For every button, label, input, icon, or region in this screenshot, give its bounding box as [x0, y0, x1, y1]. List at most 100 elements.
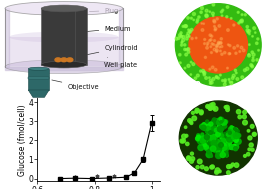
Point — [181, 25, 185, 28]
Point — [214, 147, 219, 150]
Point — [225, 108, 230, 111]
Point — [207, 125, 211, 129]
Point — [203, 141, 207, 144]
Point — [225, 67, 230, 70]
Point — [202, 71, 207, 74]
Point — [197, 136, 201, 139]
Point — [237, 134, 241, 137]
Point — [247, 30, 251, 33]
Ellipse shape — [41, 61, 87, 68]
Point — [234, 134, 238, 137]
Point — [213, 135, 217, 138]
Point — [214, 128, 218, 131]
Point — [230, 81, 234, 84]
Point — [216, 146, 220, 149]
Point — [209, 132, 213, 135]
Point — [253, 31, 257, 34]
Point — [206, 105, 211, 108]
Point — [206, 124, 210, 127]
Point — [186, 64, 191, 67]
Point — [233, 147, 238, 150]
Point — [250, 125, 254, 128]
Point — [183, 25, 187, 28]
Point — [183, 43, 187, 46]
Point — [180, 40, 184, 43]
Point — [176, 37, 181, 40]
Point — [196, 137, 200, 140]
Point — [220, 14, 224, 17]
Point — [230, 77, 235, 80]
Point — [211, 147, 215, 150]
Point — [179, 44, 184, 47]
Point — [214, 171, 219, 174]
Point — [195, 109, 199, 112]
Point — [225, 154, 229, 157]
Point — [218, 149, 223, 152]
Point — [200, 29, 205, 32]
Point — [189, 73, 193, 76]
Point — [229, 82, 234, 85]
Point — [202, 123, 206, 126]
Point — [230, 132, 234, 136]
Point — [215, 129, 219, 132]
Point — [186, 48, 190, 51]
Point — [243, 13, 248, 16]
Point — [225, 5, 230, 9]
Point — [235, 130, 239, 133]
Point — [209, 124, 214, 127]
Text: Well plate: Well plate — [104, 57, 138, 67]
Point — [221, 9, 225, 12]
Point — [205, 46, 209, 49]
Point — [207, 150, 211, 153]
Point — [221, 135, 225, 138]
Point — [216, 128, 220, 131]
Point — [205, 135, 210, 138]
Point — [112, 174, 117, 177]
Point — [223, 83, 227, 86]
Point — [227, 138, 231, 141]
Point — [228, 143, 232, 146]
Point — [188, 30, 192, 33]
Point — [218, 147, 222, 150]
Point — [181, 139, 186, 142]
Point — [245, 67, 249, 70]
Point — [215, 143, 219, 146]
Point — [210, 165, 215, 168]
Point — [213, 107, 218, 110]
Point — [222, 152, 226, 155]
Point — [219, 120, 223, 123]
Point — [245, 29, 250, 32]
Point — [189, 17, 194, 20]
Point — [210, 35, 214, 38]
Point — [226, 165, 231, 168]
Point — [203, 56, 207, 59]
Point — [224, 134, 229, 137]
Point — [234, 139, 238, 142]
Point — [243, 121, 247, 124]
Point — [190, 152, 194, 155]
Point — [182, 135, 186, 138]
Point — [212, 121, 216, 124]
Point — [219, 118, 223, 121]
Point — [223, 78, 227, 81]
Text: Medium: Medium — [87, 26, 131, 32]
Point — [189, 160, 194, 163]
Point — [236, 110, 241, 113]
Point — [232, 24, 236, 27]
Point — [211, 136, 215, 139]
Point — [221, 141, 225, 144]
Point — [242, 49, 246, 52]
Text: Cylindroid: Cylindroid — [70, 45, 138, 58]
Point — [210, 81, 214, 84]
Point — [221, 145, 225, 148]
Point — [252, 133, 256, 136]
Point — [205, 136, 210, 139]
Point — [217, 154, 221, 157]
Point — [226, 29, 230, 32]
Point — [213, 128, 217, 131]
Point — [211, 127, 216, 130]
Point — [221, 138, 226, 141]
Point — [219, 152, 223, 155]
Point — [218, 74, 222, 77]
Point — [215, 50, 219, 53]
